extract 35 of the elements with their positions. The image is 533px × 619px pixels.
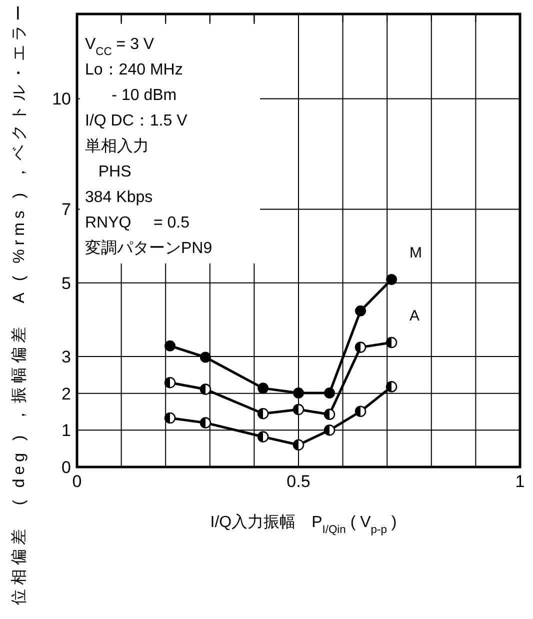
- point: [324, 387, 336, 398]
- y-tick-label: 0: [62, 458, 71, 477]
- series-label: A: [410, 308, 420, 325]
- y-tick-label: 1: [62, 421, 71, 440]
- y-tick-label: 10: [52, 90, 71, 109]
- point: [258, 382, 269, 394]
- point: [354, 342, 366, 353]
- point: [354, 406, 366, 418]
- point: [293, 387, 304, 398]
- point: [164, 412, 176, 424]
- y-tick-label: 2: [62, 384, 71, 404]
- point: [200, 417, 212, 428]
- y-tick-label: 5: [62, 274, 71, 293]
- y-tick-label: 3: [62, 348, 71, 367]
- x-tick-label: 0.5: [286, 472, 310, 491]
- point: [355, 305, 366, 316]
- x-tick-label: 1: [515, 472, 525, 491]
- point: [257, 431, 269, 442]
- x-axis-title: I/Q入力振幅 P$_{I/Qin}$ ( V$_{p-p}$ ): [210, 513, 397, 536]
- point: [257, 408, 269, 420]
- y-axis-title: 位相偏差 ( deg ) ，振幅偏差 A ( %rms ) ，ベクトル・エラー: [10, 5, 28, 605]
- point: [386, 274, 398, 286]
- point: [386, 381, 398, 392]
- annotation: V$_{CC}$ = 3 V Lo：240 MHz - 10 dBm I/Q DC：1.5 V 単相入力 PHS 384 Kbps RNYQ = 0.5 変調パターンPN9: [80, 24, 260, 264]
- point: [164, 377, 176, 388]
- point: [292, 404, 304, 416]
- point: [292, 439, 304, 451]
- point: [386, 336, 398, 348]
- point: [324, 424, 336, 436]
- series-label: M: [410, 244, 422, 262]
- point: [200, 352, 211, 363]
- y-tick-label: 7: [62, 200, 71, 220]
- point: [200, 384, 212, 395]
- point: [324, 408, 336, 420]
- point: [164, 340, 176, 352]
